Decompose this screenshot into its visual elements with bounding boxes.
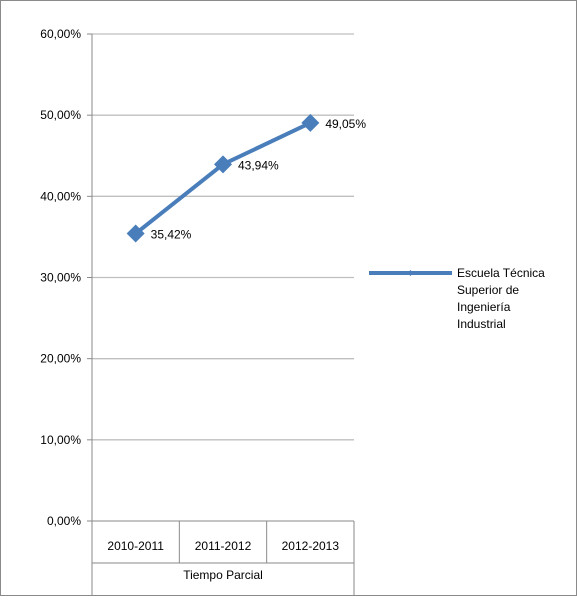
data-label: 49,05% [325,117,366,131]
legend-marker-swatch [407,270,414,276]
x-group-label: Tiempo Parcial [183,568,263,582]
x-tick-label: 2012-2013 [282,539,340,553]
y-tick-label: 10,00% [40,433,81,447]
series-layer: 35,42% 43,94% 49,05% [126,113,366,243]
y-tick-label: 50,00% [40,108,81,122]
y-tick-label: 40,00% [40,189,81,203]
data-label: 43,94% [238,158,279,172]
series-line [133,120,313,236]
legend-label: Ingeniería [457,300,511,314]
x-tick-label: 2011-2012 [195,539,252,553]
data-point-marker [214,155,232,174]
y-tick-label: 30,00% [40,271,81,285]
y-axis-ticks: 0,00% 10,00% 20,00% 30,00% 40,00% 50,00% 60,00… [40,27,92,528]
legend: Escuela Técnica Superior de Ingeniería Indu… [369,266,545,331]
data-point-marker [301,113,320,132]
x-axis: 2010-2011 2011-2012 2012-2013 Tiempo Parcia… [91,34,355,595]
legend-label: Escuela Técnica [457,266,545,280]
legend-label: Superior de [457,283,519,297]
gridlines [92,33,354,441]
y-tick-label: 60,00% [40,27,81,41]
legend-label: Industrial [457,317,506,331]
y-tick-label: 20,00% [40,352,81,366]
data-label: 35,42% [151,228,192,242]
data-point-marker [126,224,145,243]
x-tick-label: 2010-2011 [107,539,164,553]
y-tick-label: 0,00% [47,514,81,528]
